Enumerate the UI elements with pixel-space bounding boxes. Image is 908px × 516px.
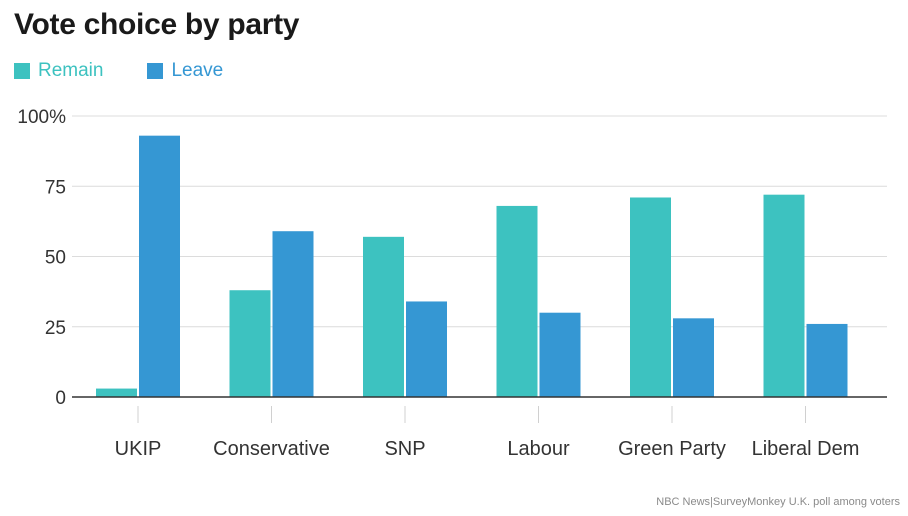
bar-leave [673,318,714,397]
bar-remain [96,388,137,397]
bar-leave [539,312,581,397]
y-tick-label: 75 [45,177,66,198]
legend-label-leave: Leave [171,60,224,81]
x-tick-label: Labour [507,438,570,460]
y-tick-label: 0 [55,388,66,409]
bar-leave [806,323,848,397]
bar-leave [139,135,180,398]
y-tick-label: 100% [17,107,66,128]
y-tick-label: 25 [45,318,66,339]
chart-title: Vote choice by party [14,8,300,41]
legend-label-remain: Remain [38,60,104,81]
y-tick-label: 50 [45,248,66,269]
x-tick-label: Liberal Dem [752,438,860,460]
legend-swatch-leave [147,63,164,79]
bar-leave [272,231,314,397]
bar-leave [406,301,447,397]
bar-remain [363,236,404,397]
bar-remain [229,290,271,397]
legend-item-remain: Remain [14,60,103,82]
bar-remain [630,197,671,397]
x-tick-label: SNP [384,438,425,460]
legend: Remain Leave [14,60,267,82]
bar-remain [763,194,805,397]
x-tick-label: UKIP [115,438,162,460]
x-tick-label: Conservative [213,438,330,460]
x-tick-label: Green Party [618,438,726,460]
source-note: NBC News|SurveyMonkey U.K. poll among vo… [656,496,900,508]
legend-item-leave: Leave [147,60,223,82]
bar-remain [496,205,538,397]
legend-swatch-remain [14,63,30,79]
